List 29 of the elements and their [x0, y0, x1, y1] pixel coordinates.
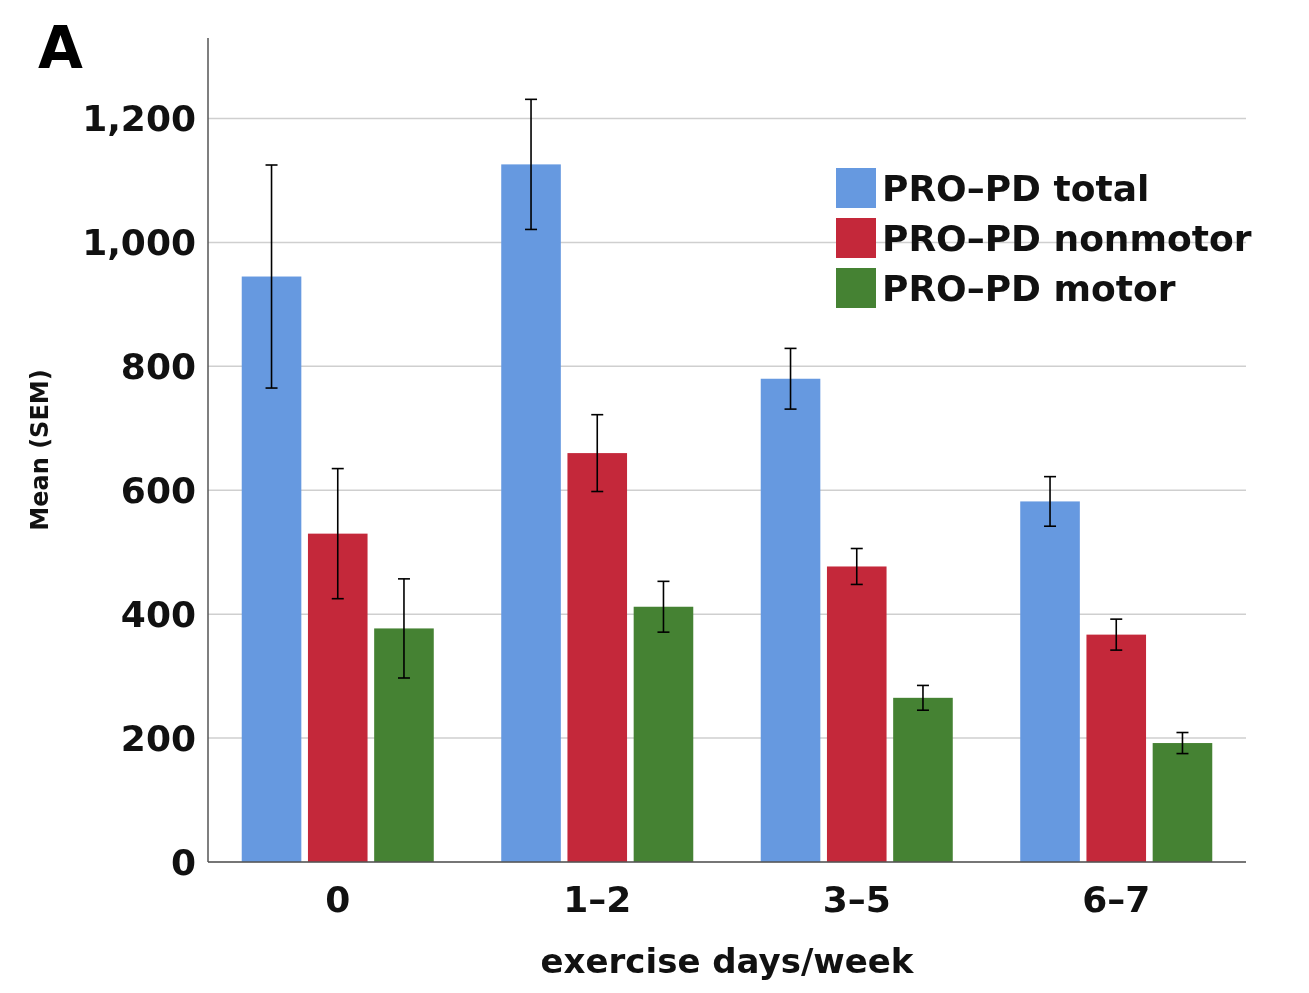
bar — [760, 378, 821, 862]
bar — [374, 628, 434, 862]
bar — [1086, 634, 1147, 862]
x-tick-label: 6–7 — [1082, 879, 1151, 920]
bar — [893, 697, 953, 862]
bar — [633, 606, 694, 862]
y-tick-label: 200 — [120, 717, 196, 759]
x-axis-title: exercise days/week — [540, 941, 915, 981]
bar — [826, 566, 887, 862]
bar — [307, 533, 368, 862]
x-tick-label: 0 — [325, 879, 351, 920]
bar — [1020, 501, 1080, 862]
bar — [567, 453, 628, 862]
x-tick-label: 1–2 — [563, 879, 632, 920]
y-tick-label: 800 — [120, 345, 196, 387]
legend-label: PRO–PD motor — [882, 267, 1176, 309]
legend-label: PRO–PD nonmotor — [882, 217, 1252, 259]
x-tick-label: 3–5 — [822, 879, 891, 920]
y-tick-label: 1,000 — [82, 222, 196, 264]
y-tick-label: 0 — [170, 841, 196, 883]
bar — [241, 276, 302, 862]
y-tick-label: 1,200 — [82, 98, 196, 140]
y-tick-label: 400 — [120, 593, 196, 635]
y-tick-label: 600 — [120, 469, 196, 511]
legend-label: PRO–PD total — [882, 167, 1150, 209]
y-axis-title: Mean (SEM) — [26, 369, 54, 531]
text: A — [38, 14, 83, 82]
bar — [501, 164, 561, 862]
bar — [1152, 743, 1213, 862]
